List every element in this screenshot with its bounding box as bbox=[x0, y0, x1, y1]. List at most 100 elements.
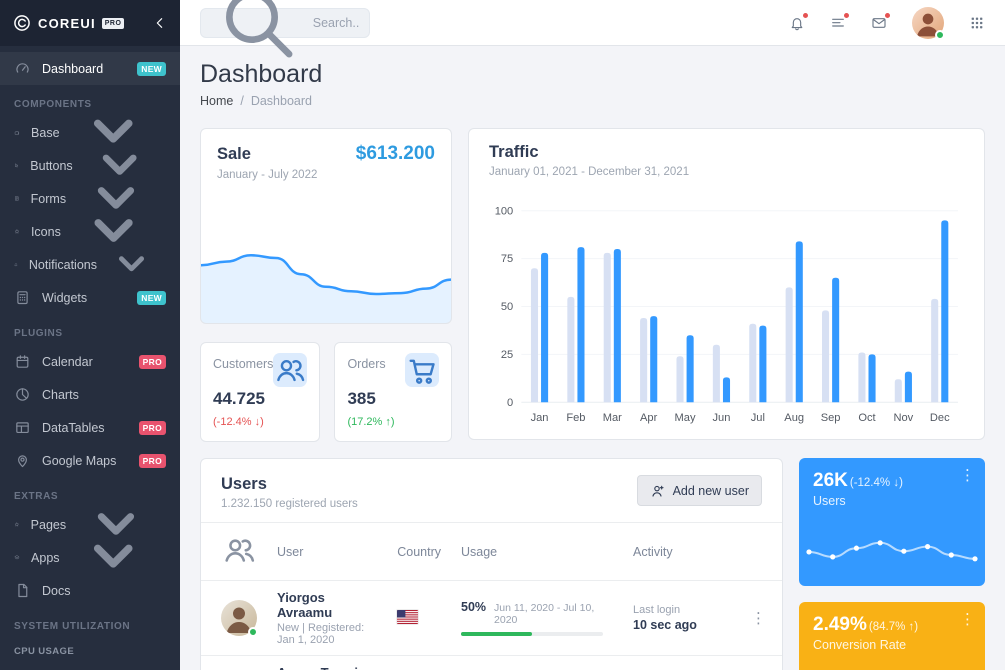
orders-card: Orders 385 (17.2% ↑) bbox=[334, 342, 452, 442]
sidebar-nav: Dashboard NEW COMPONENTS Base Buttons Fo… bbox=[0, 46, 180, 670]
col-usage: Usage bbox=[451, 522, 623, 581]
customers-label: Customers bbox=[213, 357, 274, 371]
nav-section-components: COMPONENTS bbox=[14, 99, 92, 110]
usage-period: Jun 11, 2020 - Jul 10, 2020 bbox=[494, 602, 595, 626]
nav-label: Icons bbox=[30, 224, 61, 239]
widget-delta: (84.7% ↑) bbox=[868, 621, 919, 633]
widget-menu-button[interactable]: ⋮ bbox=[954, 608, 981, 630]
users-widget: ⋮ 26K (-12.4% ↓) Users bbox=[799, 458, 985, 586]
breadcrumb-current: Dashboard bbox=[250, 94, 312, 108]
sidebar-item-buttons[interactable]: Buttons bbox=[0, 149, 180, 182]
tasks-button[interactable] bbox=[830, 11, 850, 31]
bell-icon bbox=[789, 15, 805, 31]
calendar-icon bbox=[14, 353, 31, 370]
coreui-logo-icon bbox=[12, 13, 32, 33]
cursor-icon bbox=[14, 157, 19, 174]
nav-label: Dashboard bbox=[42, 61, 104, 76]
avatar-photo bbox=[912, 6, 944, 39]
sidebar-item-google-maps[interactable]: Google Maps PRO bbox=[0, 444, 180, 477]
sidebar-item-calendar[interactable]: Calendar PRO bbox=[0, 345, 180, 378]
nav-label: DataTables bbox=[42, 420, 105, 435]
sale-value: $613.200 bbox=[355, 143, 435, 164]
sidebar-item-notifications[interactable]: Notifications bbox=[0, 248, 180, 281]
traffic-title: Traffic bbox=[489, 143, 539, 161]
breadcrumb-home[interactable]: Home bbox=[200, 94, 234, 108]
mail-icon bbox=[871, 15, 887, 31]
table-header-row: User Country Usage Activity bbox=[201, 522, 782, 581]
activity-label: Last login bbox=[633, 604, 681, 616]
user-avatar[interactable] bbox=[912, 6, 945, 40]
header-actions bbox=[789, 6, 985, 40]
search-box bbox=[200, 0, 370, 58]
nav-label: Notifications bbox=[28, 257, 97, 272]
breadcrumb-separator: / bbox=[240, 94, 244, 108]
svg-text:25: 25 bbox=[501, 349, 513, 361]
sale-period: January - July 2022 bbox=[217, 169, 318, 181]
main-area: Dashboard Home / Dashboard Sale $613.200… bbox=[180, 0, 1005, 670]
col-user: User bbox=[267, 522, 388, 581]
puzzle-icon bbox=[14, 124, 20, 141]
sale-card: Sale $613.200 January - July 2022 bbox=[200, 128, 452, 324]
sidebar-item-icons[interactable]: Icons bbox=[0, 215, 180, 248]
grid-icon bbox=[969, 15, 985, 31]
chevron-down-icon bbox=[66, 475, 166, 575]
table-row[interactable]: Avram Tarasios Recurring | Registered: J… bbox=[201, 655, 782, 670]
nav-label: Forms bbox=[30, 191, 67, 206]
sidebar: COREUI PRO Dashboard NEW COMPONENTS Base… bbox=[0, 0, 180, 670]
nav-section-extras: EXTRAS bbox=[14, 491, 59, 502]
users-card: Users 1.232.150 registered users Add new… bbox=[200, 458, 783, 670]
widget-value: 26K bbox=[813, 470, 848, 491]
people-icon bbox=[273, 353, 308, 387]
nav-label: Pages bbox=[30, 517, 67, 532]
svg-text:Jun: Jun bbox=[712, 412, 730, 424]
widget-menu-button[interactable]: ⋮ bbox=[954, 464, 981, 486]
traffic-bar-chart: 0 25 50 75 100 Jan Feb Mar Apr May Jun Jul Aug Sep Oct… bbox=[489, 184, 964, 429]
layers-icon bbox=[14, 549, 20, 566]
search-input[interactable] bbox=[312, 15, 359, 30]
chevron-left-icon bbox=[152, 15, 168, 31]
nav-label: Base bbox=[31, 125, 60, 140]
sidebar-item-apps[interactable]: Apps bbox=[0, 541, 180, 574]
sidebar-item-forms[interactable]: Forms bbox=[0, 182, 180, 215]
customers-delta: (-12.4% ↓) bbox=[213, 416, 264, 428]
users-subtitle: 1.232.150 registered users bbox=[221, 498, 358, 510]
sidebar-item-dashboard[interactable]: Dashboard NEW bbox=[0, 52, 180, 85]
nav-label: Apps bbox=[31, 550, 60, 565]
nav-section-plugins: PLUGINS bbox=[14, 328, 63, 339]
breadcrumb: Home / Dashboard bbox=[200, 94, 985, 108]
us-flag-icon bbox=[397, 609, 419, 624]
apps-menu-button[interactable] bbox=[969, 15, 985, 31]
star-icon bbox=[14, 516, 20, 533]
sidebar-item-pages[interactable]: Pages bbox=[0, 508, 180, 541]
widget-delta: (-12.4% ↓) bbox=[849, 477, 903, 489]
widgets-column: ⋮ 26K (-12.4% ↓) Users ⋮ 2.49% (84.7% ↑) C… bbox=[799, 458, 985, 670]
calculator-icon bbox=[14, 289, 31, 306]
svg-text:Jan: Jan bbox=[531, 412, 549, 424]
sidebar-collapse-button[interactable] bbox=[152, 15, 168, 31]
notifications-button[interactable] bbox=[789, 11, 809, 31]
sidebar-item-docs[interactable]: Docs bbox=[0, 574, 180, 607]
avatar bbox=[221, 600, 258, 637]
messages-button[interactable] bbox=[871, 11, 891, 31]
orders-value: 385 bbox=[347, 389, 376, 408]
sidebar-item-widgets[interactable]: Widgets NEW bbox=[0, 281, 180, 314]
add-new-user-button[interactable]: Add new user bbox=[636, 475, 762, 506]
row-menu-button[interactable]: ⋮ bbox=[745, 607, 772, 629]
sidebar-item-charts[interactable]: Charts bbox=[0, 378, 180, 411]
nav-label: Docs bbox=[42, 583, 71, 598]
svg-text:May: May bbox=[675, 412, 696, 424]
sidebar-item-datatables[interactable]: DataTables PRO bbox=[0, 411, 180, 444]
table-row[interactable]: Yiorgos Avraamu New | Registered: Jan 1,… bbox=[201, 581, 782, 656]
cpu-usage-label: CPU USAGE bbox=[14, 646, 75, 657]
new-badge: NEW bbox=[137, 61, 166, 76]
customers-card: Customers 44.725 (-12.4% ↓) bbox=[200, 342, 321, 442]
chevron-down-icon bbox=[60, 79, 166, 185]
nav-label: Widgets bbox=[42, 290, 88, 305]
pro-badge: PRO bbox=[138, 453, 166, 468]
chevron-down-icon bbox=[66, 149, 166, 249]
sidebar-brand[interactable]: COREUI PRO bbox=[0, 0, 180, 46]
sidebar-item-base[interactable]: Base bbox=[0, 116, 180, 149]
user-name: Avram Tarasios bbox=[277, 665, 377, 670]
notification-dot bbox=[884, 11, 891, 19]
gauge-icon bbox=[14, 60, 31, 77]
